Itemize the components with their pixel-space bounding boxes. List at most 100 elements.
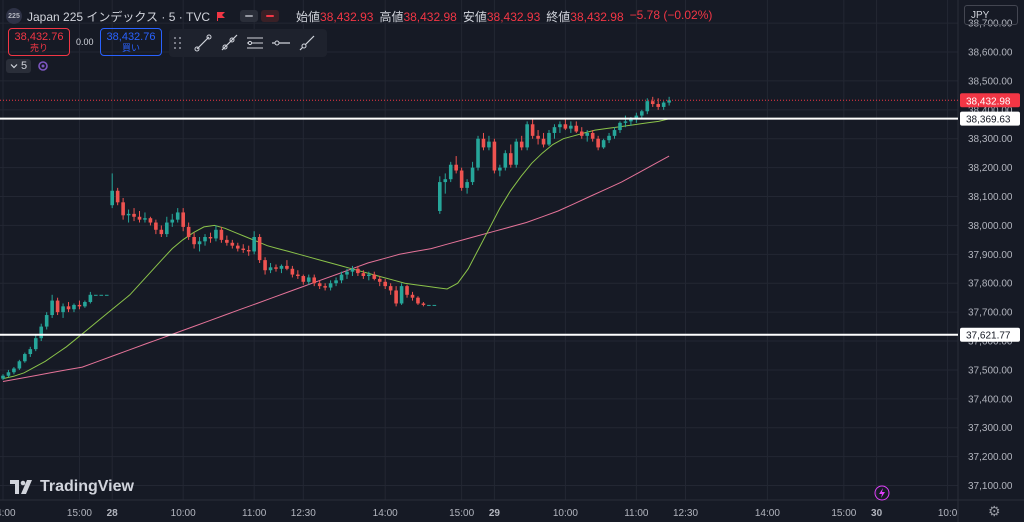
candle-body: [317, 283, 322, 287]
candle-body: [607, 135, 611, 141]
candle-body: [252, 236, 256, 252]
sell-price: 38,432.76: [14, 31, 64, 43]
candle-body: [558, 124, 562, 128]
x-tick-label: 15:00: [831, 508, 856, 519]
candle-body: [33, 338, 38, 350]
candle-body: [104, 294, 109, 296]
candle-body: [50, 300, 54, 316]
candle-body: [383, 281, 387, 287]
candle-body: [257, 236, 262, 261]
candle-body: [579, 131, 584, 136]
candle-body: [235, 245, 240, 249]
x-tick-label: 15:00: [67, 508, 92, 519]
candle-body: [246, 250, 251, 252]
interval-control[interactable]: 5: [6, 59, 49, 73]
candle-body: [279, 265, 284, 269]
y-tick-label: 37,700.00: [968, 308, 1013, 319]
candle-body: [612, 130, 617, 136]
settings-icon[interactable]: [37, 60, 49, 72]
candle-body: [519, 141, 524, 148]
candle-body: [225, 239, 229, 243]
candle-body: [596, 138, 600, 148]
y-tick-label: 37,900.00: [968, 250, 1013, 261]
candle-body: [208, 236, 213, 239]
flag-icon[interactable]: [216, 11, 226, 21]
parallel-channel-icon[interactable]: [242, 32, 268, 54]
x-tick-label: 28: [107, 508, 119, 519]
buy-button[interactable]: 38,432.76 買い: [100, 28, 162, 56]
symbol-header: 225 Japan 225 インデックス · 5 · TVC 始値38,432.…: [6, 6, 712, 26]
candle-body: [514, 141, 519, 165]
y-tick-label: 38,500.00: [968, 76, 1013, 87]
x-tick-label: 11:00: [624, 508, 649, 519]
candle-body: [192, 236, 196, 245]
x-tick-label: 10:0: [938, 508, 958, 519]
candle-body: [268, 267, 273, 271]
candle-body: [508, 153, 513, 165]
x-tick-label: 15:00: [449, 508, 474, 519]
tradingview-logo-icon: [10, 480, 32, 494]
visibility-toggle-red[interactable]: [261, 10, 280, 22]
candle-body: [574, 125, 579, 132]
candle-body: [399, 286, 404, 304]
candle-body: [143, 218, 147, 220]
candle-body: [285, 265, 289, 269]
horizontal-line-label-bg: [960, 327, 1020, 342]
symbol-title[interactable]: Japan 225 インデックス · 5 · TVC: [27, 9, 211, 24]
currency-button[interactable]: JPY: [964, 5, 1018, 25]
open-label: 始値: [296, 9, 321, 24]
candle-body: [563, 124, 568, 129]
candle-body: [44, 315, 49, 327]
buy-price: 38,432.76: [106, 31, 156, 43]
last-price-label: 38,432.98: [966, 96, 1011, 107]
y-tick-label: 38,600.00: [968, 48, 1013, 59]
candle-body: [667, 100, 671, 103]
horizontal-line-icon[interactable]: [268, 32, 294, 54]
x-tick-label: 10:00: [171, 508, 196, 519]
lightning-icon[interactable]: [874, 485, 890, 501]
horizontal-line-label: 37,621.77: [966, 331, 1011, 342]
gear-icon[interactable]: ⚙: [988, 503, 1001, 519]
candle-body: [536, 135, 540, 139]
candle-body: [541, 138, 546, 145]
logo-text: TradingView: [40, 478, 134, 495]
candle-body: [640, 111, 644, 116]
candle-body: [6, 372, 11, 376]
candle-body: [17, 361, 22, 369]
trend-line-icon[interactable]: [190, 32, 216, 54]
y-tick-label: 38,300.00: [968, 134, 1013, 145]
candle-body: [361, 273, 366, 277]
visibility-toggle[interactable]: [240, 10, 259, 22]
candle-body: [115, 190, 120, 203]
x-tick-label: 14:00: [0, 508, 16, 519]
drag-handle[interactable]: [174, 37, 182, 49]
candle-body: [503, 153, 508, 168]
sell-button[interactable]: 38,432.76 売り: [8, 28, 70, 56]
x-tick-label: 30: [871, 508, 883, 519]
candle-body: [203, 236, 207, 242]
candle-body: [530, 124, 535, 136]
candle-body: [350, 268, 355, 272]
candle-body: [590, 132, 595, 139]
y-tick-label: 38,000.00: [968, 221, 1013, 232]
x-tick-label: 14:00: [373, 508, 398, 519]
candle-body: [301, 276, 306, 282]
candle-body: [110, 190, 114, 206]
candle-body: [476, 138, 480, 168]
tradingview-logo[interactable]: TradingView: [10, 478, 134, 496]
candle-body: [88, 294, 93, 303]
chevron-down-icon[interactable]: [10, 62, 18, 70]
candle-body: [334, 280, 338, 284]
candle-body: [186, 226, 191, 237]
candle-body: [569, 125, 573, 129]
candle-body: [629, 118, 633, 122]
symbol-badge[interactable]: 225: [6, 8, 22, 24]
extended-line-icon[interactable]: [294, 32, 320, 54]
ray-icon[interactable]: [216, 32, 242, 54]
open-value: 38,432.93: [320, 9, 374, 24]
candle-body: [132, 213, 136, 217]
y-tick-label: 37,100.00: [968, 481, 1013, 492]
candle-body: [66, 306, 71, 310]
candle-body: [459, 170, 464, 188]
